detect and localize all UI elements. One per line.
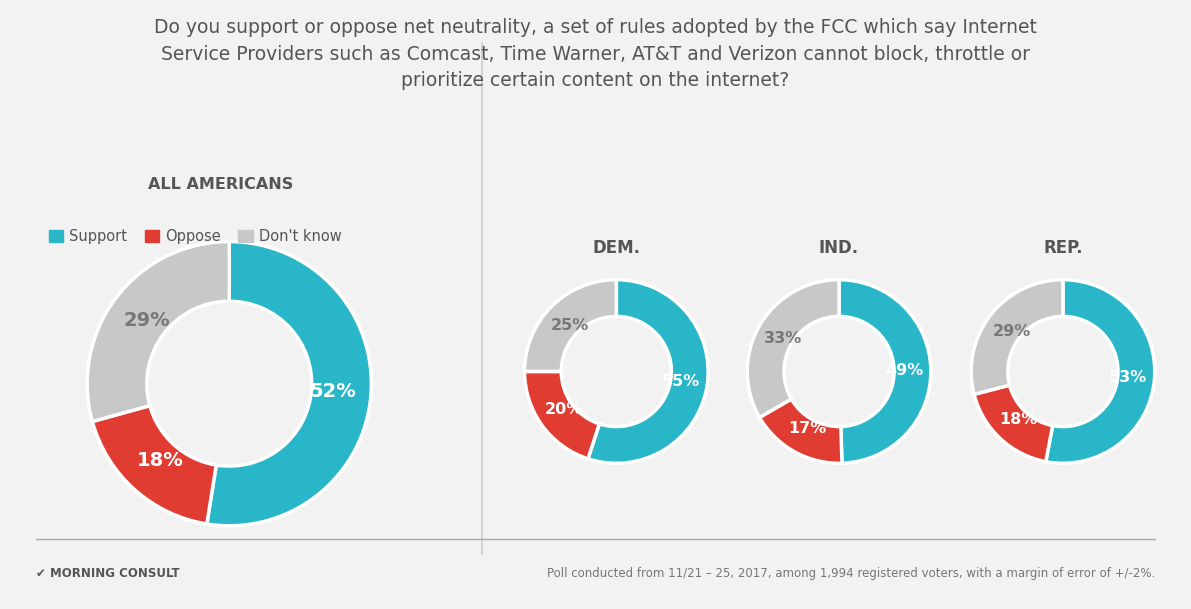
Title: IND.: IND. (819, 239, 859, 257)
Text: Poll conducted from 11/21 – 25, 2017, among 1,994 registered voters, with a marg: Poll conducted from 11/21 – 25, 2017, am… (547, 567, 1155, 580)
Text: 55%: 55% (661, 374, 700, 389)
Text: ✔ MORNING CONSULT: ✔ MORNING CONSULT (36, 567, 180, 580)
Wedge shape (93, 406, 217, 524)
Text: 25%: 25% (551, 318, 590, 333)
Wedge shape (760, 399, 842, 463)
Title: REP.: REP. (1043, 239, 1083, 257)
Text: Do you support or oppose net neutrality, a set of rules adopted by the FCC which: Do you support or oppose net neutrality,… (154, 18, 1037, 90)
Wedge shape (588, 280, 709, 463)
Text: 52%: 52% (310, 382, 356, 401)
Legend: Support, Oppose, Don't know: Support, Oppose, Don't know (43, 224, 348, 250)
Wedge shape (87, 242, 230, 421)
Wedge shape (524, 280, 617, 371)
Title: DEM.: DEM. (592, 239, 641, 257)
Wedge shape (974, 385, 1053, 462)
Text: ALL AMERICANS: ALL AMERICANS (148, 177, 293, 192)
Text: 29%: 29% (124, 311, 170, 330)
Wedge shape (207, 242, 372, 526)
Wedge shape (524, 371, 599, 459)
Text: 29%: 29% (992, 324, 1030, 339)
Text: 20%: 20% (544, 403, 582, 417)
Wedge shape (747, 280, 840, 417)
Text: 18%: 18% (137, 451, 183, 471)
Text: 49%: 49% (885, 363, 923, 378)
Wedge shape (1046, 280, 1155, 463)
Text: 53%: 53% (1109, 370, 1147, 385)
Wedge shape (971, 280, 1064, 394)
Text: 33%: 33% (763, 331, 802, 347)
Text: 17%: 17% (788, 421, 827, 436)
Wedge shape (838, 280, 931, 463)
Text: 18%: 18% (999, 412, 1037, 426)
